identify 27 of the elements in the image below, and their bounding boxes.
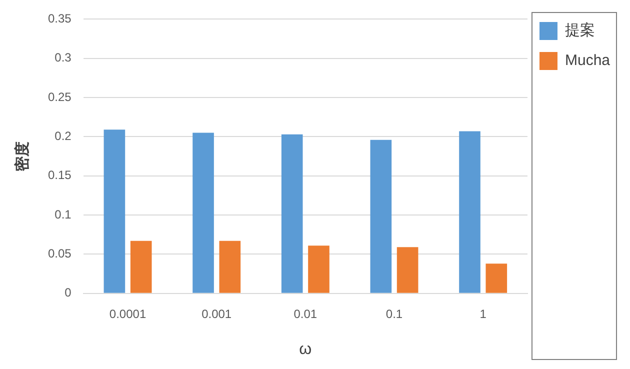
y-tick-label: 0.05: [48, 246, 72, 261]
bar: [219, 240, 241, 293]
x-tick-label: 0.01: [294, 306, 318, 321]
y-axis-title: 密度: [13, 141, 32, 172]
x-tick-label: 0.001: [202, 306, 232, 321]
x-tick-label: 1: [480, 306, 487, 321]
x-axis-title: ω: [299, 340, 312, 358]
bar: [459, 131, 480, 293]
bar: [370, 140, 392, 293]
bar: [104, 130, 126, 293]
bar: [192, 132, 214, 293]
y-tick-label: 0.15: [48, 168, 72, 182]
y-tick-label: 0.35: [48, 12, 72, 26]
x-tick-label: 0.1: [386, 306, 403, 321]
y-tick-label: 0.25: [48, 90, 72, 104]
legend-label: Mucha: [564, 52, 611, 70]
y-tick-label: 0.2: [54, 129, 72, 144]
x-tick-label: 0.0001: [109, 306, 146, 321]
bar: [130, 240, 152, 293]
y-tick-label: 0: [64, 286, 72, 300]
bar: [486, 264, 508, 293]
bar: [308, 246, 330, 293]
y-tick-label: 0.3: [54, 50, 72, 65]
bar: [281, 134, 303, 293]
bar: [396, 247, 418, 293]
y-tick-label: 0.1: [54, 207, 72, 222]
legend-label: 提案: [564, 22, 595, 40]
